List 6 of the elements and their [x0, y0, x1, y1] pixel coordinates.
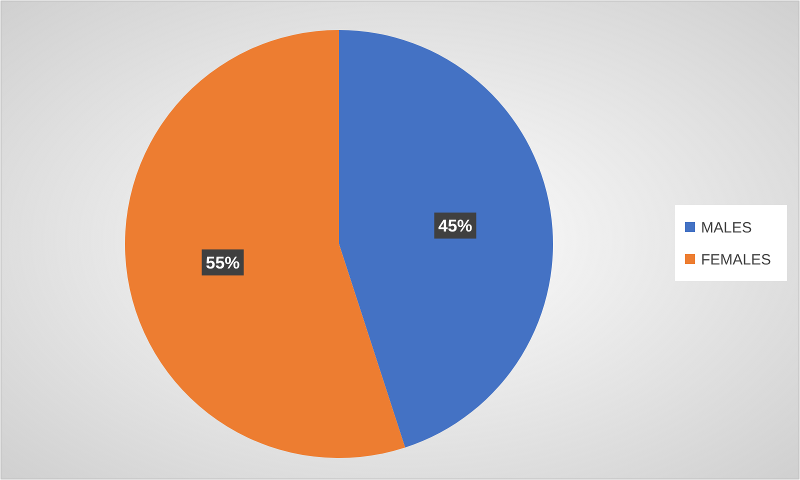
- data-label: 45%: [438, 216, 472, 236]
- pie-slice: [125, 30, 406, 458]
- data-label: 55%: [206, 253, 240, 272]
- legend-label: FEMALES: [701, 251, 772, 268]
- legend-label: MALES: [701, 219, 752, 236]
- pie-slice: [339, 30, 553, 448]
